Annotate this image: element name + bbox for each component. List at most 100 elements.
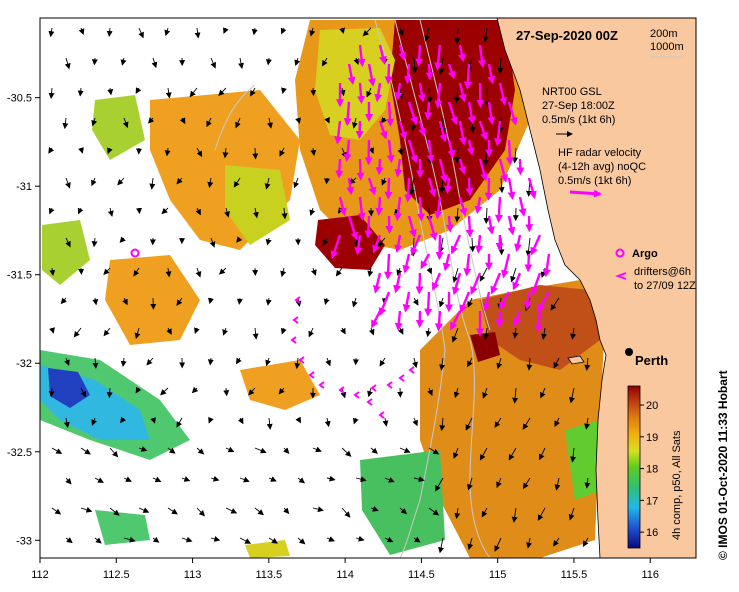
hf-radar-arrow bbox=[424, 291, 433, 317]
model-current-arrow bbox=[438, 537, 444, 554]
model-current-arrow bbox=[349, 177, 357, 185]
model-current-arrow bbox=[310, 267, 317, 276]
model-current-arrow bbox=[78, 147, 84, 154]
model-current-arrow bbox=[496, 477, 502, 488]
model-current-arrow bbox=[133, 267, 140, 277]
argo-legend: Argo drifters@6h to 27/09 12Z bbox=[615, 248, 696, 292]
model-current-arrow bbox=[426, 87, 433, 104]
model-current-arrow bbox=[293, 177, 300, 189]
model-current-arrow bbox=[381, 177, 387, 186]
model-current-arrow bbox=[539, 447, 546, 461]
perth-marker: Perth bbox=[625, 348, 668, 368]
hf-radar-arrow bbox=[378, 291, 391, 316]
colorbar-tick-label: 20 bbox=[646, 400, 658, 412]
model-current-arrow bbox=[312, 446, 322, 453]
hf-radar-arrow bbox=[438, 158, 448, 184]
model-current-arrow bbox=[497, 57, 504, 74]
hf-radar-arrow bbox=[402, 253, 411, 274]
hf-radar-arrow bbox=[374, 82, 383, 103]
model-current-arrow bbox=[166, 327, 172, 335]
map-title: 27-Sep-2020 00Z bbox=[516, 28, 618, 43]
model-current-arrow bbox=[218, 87, 227, 97]
model-current-arrow bbox=[483, 207, 490, 225]
colorbar-tick-label: 19 bbox=[646, 432, 658, 444]
model-current-arrow bbox=[51, 447, 63, 454]
model-current-arrow bbox=[49, 327, 55, 334]
model-current-arrow bbox=[252, 207, 259, 219]
hf-legend-arrow bbox=[569, 189, 602, 198]
model-current-arrow bbox=[48, 87, 55, 99]
hf-legend-line3: 0.5m/s (1kt 6h) bbox=[558, 175, 631, 187]
hf-radar-arrow bbox=[354, 234, 363, 256]
hf-radar-arrow bbox=[407, 139, 418, 164]
hf-radar-vectors bbox=[130, 44, 551, 419]
argo-float-marker bbox=[130, 248, 140, 258]
sst-patch-yellow-mid bbox=[225, 165, 290, 245]
drifter-legend-line2: to 27/09 12Z bbox=[634, 280, 696, 292]
model-current-arrow bbox=[483, 327, 490, 341]
model-current-arrow bbox=[225, 446, 235, 453]
model-current-arrow bbox=[65, 237, 71, 248]
hf-radar-arrow bbox=[425, 63, 434, 81]
plot-frame bbox=[39, 17, 697, 559]
model-current-arrow bbox=[540, 387, 546, 399]
model-current-arrow bbox=[439, 417, 446, 432]
hf-radar-arrow bbox=[478, 120, 488, 141]
hf-radar-arrow bbox=[474, 196, 483, 215]
model-current-arrow bbox=[467, 357, 473, 368]
lat-tick-label: -32.5 bbox=[7, 447, 32, 459]
model-current-arrow bbox=[341, 507, 351, 518]
model-current-arrow bbox=[309, 207, 316, 216]
hf-radar-arrow bbox=[426, 139, 435, 163]
model-current-arrow bbox=[435, 477, 444, 492]
model-current-arrow bbox=[494, 417, 502, 428]
gsl-legend: NRT00 GSL 27-Sep 18:00Z 0.5m/s (1kt 6h) bbox=[542, 86, 615, 137]
hf-radar-arrow bbox=[516, 158, 525, 176]
hf-radar-arrow bbox=[378, 120, 388, 140]
model-current-arrow bbox=[239, 476, 250, 483]
model-current-arrow bbox=[208, 416, 214, 424]
hf-radar-arrow bbox=[394, 82, 403, 101]
model-current-arrow bbox=[297, 477, 306, 484]
model-current-arrow bbox=[339, 87, 346, 97]
model-current-arrow bbox=[280, 327, 287, 335]
hf-radar-arrow bbox=[347, 63, 356, 86]
model-current-arrow bbox=[582, 537, 589, 548]
hf-radar-arrow bbox=[427, 215, 438, 241]
model-current-arrow bbox=[570, 327, 577, 340]
model-current-arrow bbox=[138, 446, 148, 452]
model-current-arrow bbox=[209, 237, 216, 248]
model-current-arrow bbox=[522, 477, 531, 490]
hf-radar-arrow bbox=[357, 82, 365, 105]
model-current-arrow bbox=[325, 357, 331, 367]
model-current-arrow bbox=[512, 387, 519, 404]
model-current-arrow bbox=[411, 57, 418, 74]
model-current-arrow bbox=[107, 87, 114, 96]
hf-radar-arrow bbox=[330, 234, 342, 260]
drifter-marker bbox=[386, 381, 393, 389]
hf-radar-arrow bbox=[458, 82, 467, 103]
hf-radar-arrow bbox=[537, 291, 551, 313]
model-current-arrow bbox=[283, 507, 290, 515]
isobath-west bbox=[214, 84, 256, 151]
model-current-arrow bbox=[91, 237, 98, 248]
model-current-arrow bbox=[454, 207, 461, 223]
model-current-arrow bbox=[91, 417, 97, 426]
hf-radar-arrow bbox=[372, 234, 382, 254]
model-current-arrow bbox=[268, 476, 277, 482]
model-current-arrow bbox=[479, 447, 488, 461]
model-current-arrow bbox=[103, 267, 111, 276]
model-current-arrow bbox=[265, 357, 271, 367]
hf-radar-arrow bbox=[459, 291, 471, 314]
hf-radar-arrow bbox=[465, 215, 474, 238]
sst-patch-yellow-mid-south bbox=[245, 540, 290, 558]
model-current-arrow bbox=[65, 177, 71, 189]
hf-radar-arrow bbox=[527, 177, 537, 200]
model-current-arrow bbox=[237, 417, 244, 425]
lat-tick-label: -31 bbox=[16, 181, 32, 193]
model-current-arrow bbox=[267, 117, 273, 129]
hf-radar-arrow bbox=[530, 234, 542, 256]
model-current-arrow bbox=[399, 447, 411, 453]
model-current-arrow bbox=[584, 477, 591, 489]
hf-radar-arrow bbox=[415, 272, 424, 295]
